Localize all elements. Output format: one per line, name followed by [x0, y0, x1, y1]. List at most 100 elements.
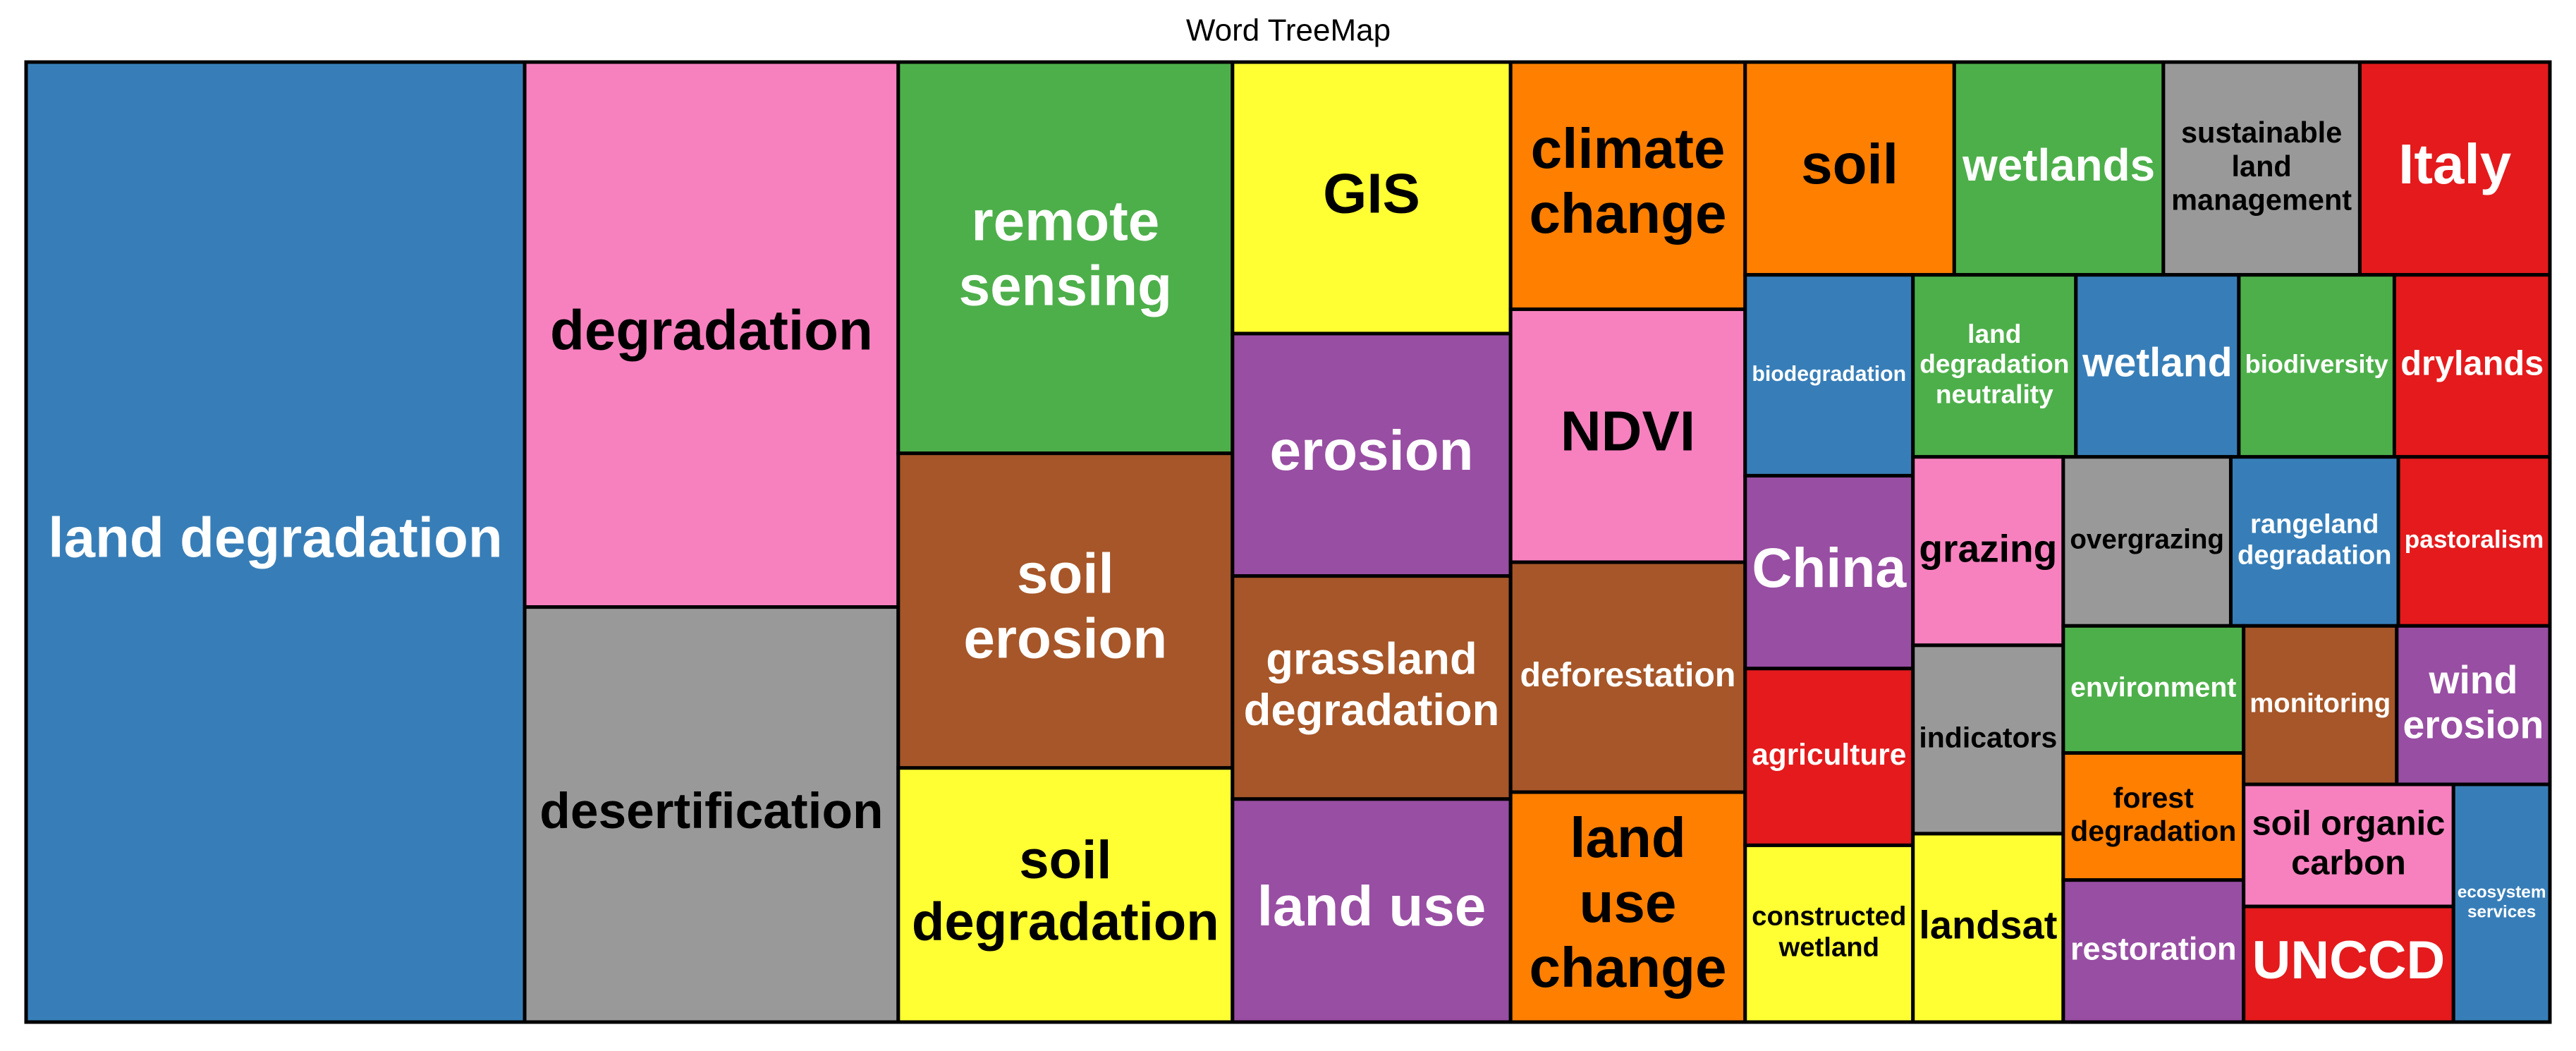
tile-label: Italy: [2398, 133, 2512, 195]
tile: [1911, 273, 2078, 459]
label-line: agriculture: [1752, 738, 1906, 771]
label-line: degradation: [1919, 348, 2069, 378]
label-line: land: [1967, 319, 2021, 348]
tile-label: monitoring: [2250, 688, 2391, 719]
tile: [896, 766, 1235, 1024]
label-line: services: [2467, 903, 2536, 922]
tile-label: NDVI: [1561, 400, 1695, 463]
tile: [2451, 782, 2552, 1024]
label-line: GIS: [1323, 162, 1420, 225]
label-line: neutrality: [1936, 379, 2053, 408]
label-line: Italy: [2398, 133, 2512, 195]
label-line: change: [1529, 936, 1726, 999]
tile: [1911, 643, 2065, 836]
treemap-tiles: [24, 60, 2552, 1024]
label-line: degradation: [550, 298, 873, 361]
tile-label: wetlands: [1962, 140, 2155, 190]
label-line: grazing: [1919, 526, 2057, 570]
tile-label: grassland degradation: [1244, 634, 1500, 735]
tile: [523, 605, 901, 1024]
treemap-labels: land degradation degradation desertificati…: [48, 116, 2546, 999]
label-line: soil: [1019, 830, 1111, 890]
label-line: UNCCD: [2252, 930, 2446, 990]
tile: [2061, 878, 2246, 1024]
tile-label: biodegradation: [1752, 363, 1906, 386]
tile: [1952, 60, 2166, 277]
tile-label: UNCCD: [2252, 930, 2446, 990]
tile-label: restoration: [2070, 930, 2237, 966]
label-line: wind: [2428, 657, 2517, 701]
label-line: soil: [1801, 133, 1898, 195]
tile-label: agriculture: [1752, 738, 1906, 771]
tile: [24, 60, 527, 1024]
tile-label: desertification: [539, 783, 883, 839]
tile-label: rangeland degradation: [2238, 509, 2392, 571]
tile: [523, 60, 901, 609]
label-line: use: [1580, 871, 1677, 934]
label-line: degradation: [2238, 540, 2392, 571]
tile-label: GIS: [1323, 162, 1420, 225]
label-line: deforestation: [1520, 656, 1736, 694]
tile-label: land degradation: [48, 506, 503, 569]
tile-label: China: [1752, 537, 1907, 599]
tile-label: land degradation neutrality: [1919, 319, 2069, 408]
tile-label: overgrazing: [2070, 525, 2224, 555]
tile: [2357, 60, 2552, 277]
label-line: indicators: [1919, 721, 2057, 753]
tile: [1911, 455, 2065, 648]
tile-label: constructed wetland: [1752, 901, 1906, 963]
tile: [2228, 455, 2400, 628]
tile: [2242, 624, 2399, 786]
tile: [1231, 332, 1513, 578]
label-line: restoration: [2070, 930, 2237, 966]
tile: [1508, 307, 1747, 564]
tile-label: ecosystem services: [2458, 883, 2546, 922]
label-line: drylands: [2400, 345, 2544, 383]
tile: [1743, 667, 1915, 847]
label-line: monitoring: [2250, 688, 2391, 719]
tile-label: grazing: [1919, 526, 2057, 570]
label-line: degradation: [1244, 686, 1500, 735]
tile-label: deforestation: [1520, 656, 1736, 694]
label-line: landsat: [1919, 902, 2057, 947]
tile: [896, 451, 1235, 770]
tile-label: drylands: [2400, 345, 2544, 383]
label-line: land degradation: [48, 506, 503, 569]
tile-label: wind erosion: [2403, 657, 2544, 746]
label-line: biodiversity: [2245, 349, 2388, 378]
tile-label: indicators: [1919, 721, 2057, 753]
tile-label: pastoralism: [2405, 526, 2544, 554]
label-line: soil: [1017, 542, 1114, 605]
tile: [2395, 624, 2552, 786]
tile: [1508, 790, 1747, 1024]
tile: [2242, 904, 2455, 1024]
tile: [1743, 473, 1915, 671]
tile: [2392, 273, 2552, 459]
tile-label: biodiversity: [2245, 349, 2388, 378]
chart-title: Word TreeMap: [1186, 13, 1391, 48]
label-line: grassland: [1266, 634, 1477, 684]
label-line: soil organic: [2252, 804, 2446, 842]
label-line: degradation: [912, 892, 1219, 952]
label-line: wetlands: [1962, 140, 2155, 190]
tile: [1743, 843, 1915, 1024]
tile-label: soil erosion: [963, 542, 1167, 670]
tile-label: soil organic carbon: [2252, 804, 2446, 882]
tile-label: land use change: [1529, 806, 1726, 999]
tile-label: sustainable land management: [2171, 116, 2352, 217]
tile: [896, 60, 1235, 456]
tile-label: degradation: [550, 298, 873, 361]
label-line: erosion: [963, 607, 1167, 670]
label-line: erosion: [2403, 703, 2544, 746]
label-line: land: [2231, 150, 2291, 183]
label-line: sustainable: [2181, 116, 2342, 149]
tile-label: soil: [1801, 133, 1898, 195]
tile-label: land use: [1257, 875, 1487, 937]
tile-label: remote sensing: [959, 189, 1172, 317]
label-line: sensing: [959, 254, 1172, 317]
tile-label: environment: [2070, 673, 2236, 703]
label-line: change: [1529, 182, 1726, 245]
label-line: climate: [1531, 117, 1726, 180]
label-line: rangeland: [2250, 509, 2379, 540]
